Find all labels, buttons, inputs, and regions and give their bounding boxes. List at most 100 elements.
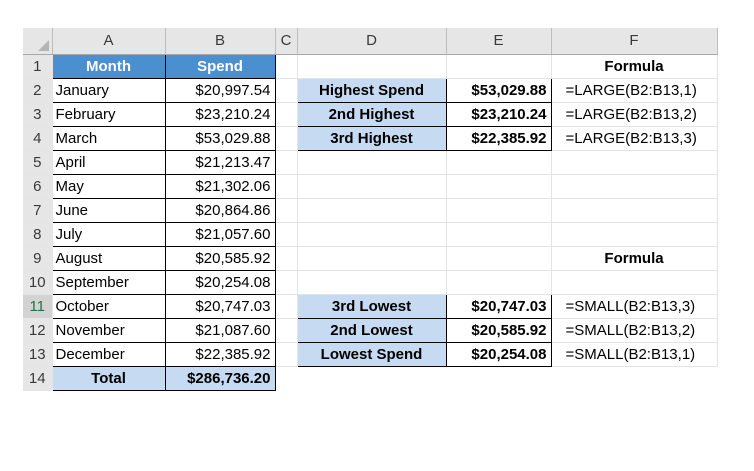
cell[interactable] [297, 367, 446, 391]
month-cell[interactable]: January [51, 78, 166, 103]
column-header-d[interactable]: D [297, 28, 447, 55]
formula-header-cell[interactable]: Formula [551, 54, 718, 79]
row-header[interactable]: 6 [23, 174, 53, 199]
cell[interactable] [275, 222, 298, 247]
cell[interactable] [275, 54, 298, 79]
column-header-e[interactable]: E [446, 28, 552, 55]
small-value-cell[interactable]: $20,254.08 [445, 342, 552, 367]
formula-cell[interactable]: =SMALL(B2:B13,1) [551, 342, 718, 367]
cell[interactable] [275, 174, 298, 199]
month-cell[interactable]: July [51, 222, 166, 247]
cell[interactable] [275, 102, 298, 127]
cell[interactable] [446, 198, 552, 223]
small-label-cell[interactable]: 3rd Lowest [296, 294, 447, 319]
cell[interactable] [297, 270, 447, 295]
spend-cell[interactable]: $20,585.92 [164, 246, 276, 271]
column-header-c[interactable]: C [275, 28, 298, 55]
small-label-cell[interactable]: Lowest Spend [296, 342, 447, 367]
formula-cell[interactable]: =SMALL(B2:B13,3) [551, 294, 718, 319]
cell[interactable] [446, 222, 552, 247]
cell[interactable] [275, 342, 298, 367]
large-label-cell[interactable]: 2nd Highest [296, 102, 447, 127]
spend-cell[interactable]: $21,302.06 [164, 174, 276, 199]
cell[interactable] [446, 54, 552, 79]
cell[interactable] [297, 174, 447, 199]
small-value-cell[interactable]: $20,747.03 [445, 294, 552, 319]
month-cell[interactable]: December [51, 342, 166, 367]
month-cell[interactable]: April [51, 150, 166, 175]
cell[interactable] [275, 294, 298, 319]
cell[interactable] [551, 198, 718, 223]
cell[interactable] [275, 270, 298, 295]
select-all-corner[interactable] [23, 28, 53, 55]
large-label-cell[interactable]: Highest Spend [296, 78, 447, 103]
column-header-a[interactable]: A [52, 28, 166, 55]
cell[interactable] [551, 150, 718, 175]
large-value-cell[interactable]: $23,210.24 [445, 102, 552, 127]
row-header[interactable]: 9 [23, 246, 53, 271]
cell[interactable] [551, 174, 718, 199]
cell[interactable] [275, 367, 297, 391]
row-header[interactable]: 10 [23, 270, 53, 295]
large-value-cell[interactable]: $53,029.88 [445, 78, 552, 103]
formula-header-cell[interactable]: Formula [551, 246, 718, 271]
cell[interactable] [275, 198, 298, 223]
spend-cell[interactable]: $23,210.24 [164, 102, 276, 127]
total-value-cell[interactable]: $286,736.20 [164, 366, 276, 391]
cell[interactable] [446, 367, 551, 391]
total-label-cell[interactable]: Total [51, 366, 166, 391]
cell[interactable] [275, 246, 298, 271]
formula-cell[interactable]: =LARGE(B2:B13,2) [551, 102, 718, 127]
month-cell[interactable]: June [51, 198, 166, 223]
cell[interactable] [297, 198, 447, 223]
row-header[interactable]: 7 [23, 198, 53, 223]
row-header[interactable]: 14 [23, 366, 53, 391]
spend-cell[interactable]: $21,057.60 [164, 222, 276, 247]
spend-cell[interactable]: $20,254.08 [164, 270, 276, 295]
cell[interactable] [446, 246, 552, 271]
row-header[interactable]: 3 [23, 102, 53, 127]
spend-header-cell[interactable]: Spend [164, 54, 276, 79]
cell[interactable] [275, 78, 298, 103]
row-header[interactable]: 2 [23, 78, 53, 103]
cell[interactable] [297, 54, 447, 79]
row-header[interactable]: 1 [23, 54, 53, 79]
cell[interactable] [446, 174, 552, 199]
cell[interactable] [275, 126, 298, 151]
cell[interactable] [275, 150, 298, 175]
month-cell[interactable]: February [51, 102, 166, 127]
cell[interactable] [551, 270, 718, 295]
spend-cell[interactable]: $20,997.54 [164, 78, 276, 103]
row-header-selected[interactable]: 11 [23, 294, 53, 319]
month-cell[interactable]: September [51, 270, 166, 295]
formula-cell[interactable]: =LARGE(B2:B13,1) [551, 78, 718, 103]
column-header-b[interactable]: B [165, 28, 276, 55]
small-label-cell[interactable]: 2nd Lowest [296, 318, 447, 343]
spend-cell[interactable]: $21,087.60 [164, 318, 276, 343]
month-cell[interactable]: August [51, 246, 166, 271]
cell[interactable] [297, 222, 447, 247]
row-header[interactable]: 12 [23, 318, 53, 343]
cell[interactable] [551, 367, 717, 391]
column-header-f[interactable]: F [551, 28, 718, 55]
row-header[interactable]: 8 [23, 222, 53, 247]
small-value-cell[interactable]: $20,585.92 [445, 318, 552, 343]
spend-cell[interactable]: $20,864.86 [164, 198, 276, 223]
cell[interactable] [446, 270, 552, 295]
month-cell[interactable]: March [51, 126, 166, 151]
cell[interactable] [275, 318, 298, 343]
formula-cell[interactable]: =SMALL(B2:B13,2) [551, 318, 718, 343]
row-header[interactable]: 5 [23, 150, 53, 175]
month-header-cell[interactable]: Month [51, 54, 166, 79]
month-cell[interactable]: October [51, 294, 166, 319]
month-cell[interactable]: May [51, 174, 166, 199]
spend-cell[interactable]: $53,029.88 [164, 126, 276, 151]
cell[interactable] [551, 222, 718, 247]
large-value-cell[interactable]: $22,385.92 [445, 126, 552, 151]
spend-cell[interactable]: $22,385.92 [164, 342, 276, 367]
row-header[interactable]: 13 [23, 342, 53, 367]
row-header[interactable]: 4 [23, 126, 53, 151]
cell[interactable] [446, 150, 552, 175]
formula-cell[interactable]: =LARGE(B2:B13,3) [551, 126, 718, 151]
large-label-cell[interactable]: 3rd Highest [296, 126, 447, 151]
